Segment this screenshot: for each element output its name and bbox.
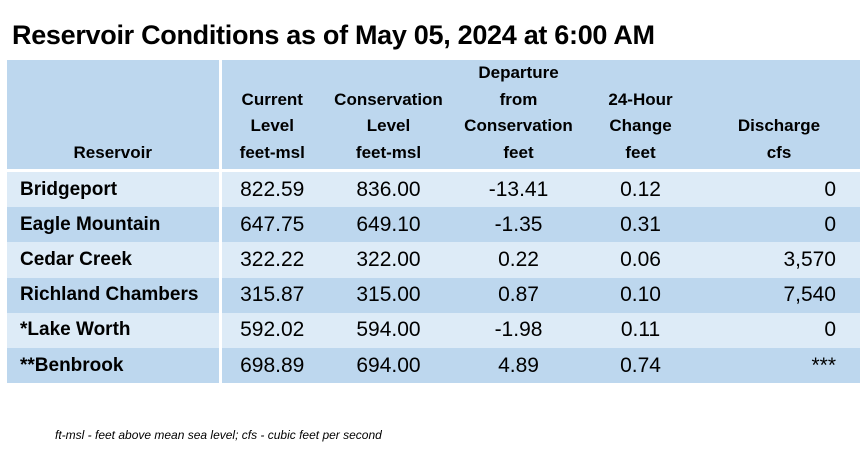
discharge-value: 0 bbox=[698, 312, 860, 348]
table-body: Bridgeport 822.59 836.00 -13.41 0.12 0 E… bbox=[7, 170, 860, 384]
discharge-value: 0 bbox=[698, 170, 860, 208]
table-row: Cedar Creek 322.22 322.00 0.22 0.06 3,57… bbox=[7, 242, 860, 278]
page-title: Reservoir Conditions as of May 05, 2024 … bbox=[12, 20, 655, 50]
conservation-level: 649.10 bbox=[323, 207, 454, 243]
header-discharge: Discharge cfs bbox=[698, 60, 860, 172]
change-value: 0.74 bbox=[583, 347, 698, 384]
discharge-value: 3,570 bbox=[698, 242, 860, 278]
header-24-hour-change: 24-Hour Change feet bbox=[583, 60, 698, 172]
reservoir-name: **Benbrook bbox=[7, 347, 222, 384]
change-value: 0.10 bbox=[583, 277, 698, 313]
table-row: Richland Chambers 315.87 315.00 0.87 0.1… bbox=[7, 277, 860, 313]
reservoir-name: Bridgeport bbox=[7, 170, 222, 208]
departure-value: -1.35 bbox=[454, 207, 583, 243]
change-value: 0.11 bbox=[583, 312, 698, 348]
departure-value: 0.87 bbox=[454, 277, 583, 313]
departure-value: -1.98 bbox=[454, 312, 583, 348]
current-level: 322.22 bbox=[220, 242, 323, 278]
header-conservation-level: Conservation Level feet-msl bbox=[323, 60, 454, 172]
header-current-level: Current Level feet-msl bbox=[220, 60, 323, 172]
header-departure: Departure from Conservation feet bbox=[454, 60, 583, 172]
reservoir-name: Richland Chambers bbox=[7, 277, 222, 313]
current-level: 315.87 bbox=[220, 277, 323, 313]
table-header: Reservoir Current Level feet-msl Conserv… bbox=[7, 60, 860, 172]
current-level: 698.89 bbox=[220, 347, 323, 384]
reservoir-name: *Lake Worth bbox=[7, 312, 222, 348]
reservoir-name: Eagle Mountain bbox=[7, 207, 222, 243]
current-level: 592.02 bbox=[220, 312, 323, 348]
current-level: 647.75 bbox=[220, 207, 323, 243]
footnote: ft-msl - feet above mean sea level; cfs … bbox=[55, 428, 382, 442]
discharge-value: 7,540 bbox=[698, 277, 860, 313]
conservation-level: 836.00 bbox=[323, 170, 454, 208]
table-row: **Benbrook 698.89 694.00 4.89 0.74 *** bbox=[7, 347, 860, 384]
table-row: Eagle Mountain 647.75 649.10 -1.35 0.31 … bbox=[7, 207, 860, 243]
departure-value: -13.41 bbox=[454, 170, 583, 208]
table-row: *Lake Worth 592.02 594.00 -1.98 0.11 0 bbox=[7, 312, 860, 348]
reservoir-table: Reservoir Current Level feet-msl Conserv… bbox=[7, 60, 860, 384]
conservation-level: 694.00 bbox=[323, 347, 454, 384]
conservation-level: 322.00 bbox=[323, 242, 454, 278]
conservation-level: 594.00 bbox=[323, 312, 454, 348]
conservation-level: 315.00 bbox=[323, 277, 454, 313]
header-reservoir: Reservoir bbox=[7, 60, 222, 172]
discharge-value: *** bbox=[698, 347, 860, 384]
change-value: 0.31 bbox=[583, 207, 698, 243]
reservoir-name: Cedar Creek bbox=[7, 242, 222, 278]
current-level: 822.59 bbox=[220, 170, 323, 208]
departure-value: 0.22 bbox=[454, 242, 583, 278]
change-value: 0.06 bbox=[583, 242, 698, 278]
change-value: 0.12 bbox=[583, 170, 698, 208]
discharge-value: 0 bbox=[698, 207, 860, 243]
table-row: Bridgeport 822.59 836.00 -13.41 0.12 0 bbox=[7, 170, 860, 208]
departure-value: 4.89 bbox=[454, 347, 583, 384]
